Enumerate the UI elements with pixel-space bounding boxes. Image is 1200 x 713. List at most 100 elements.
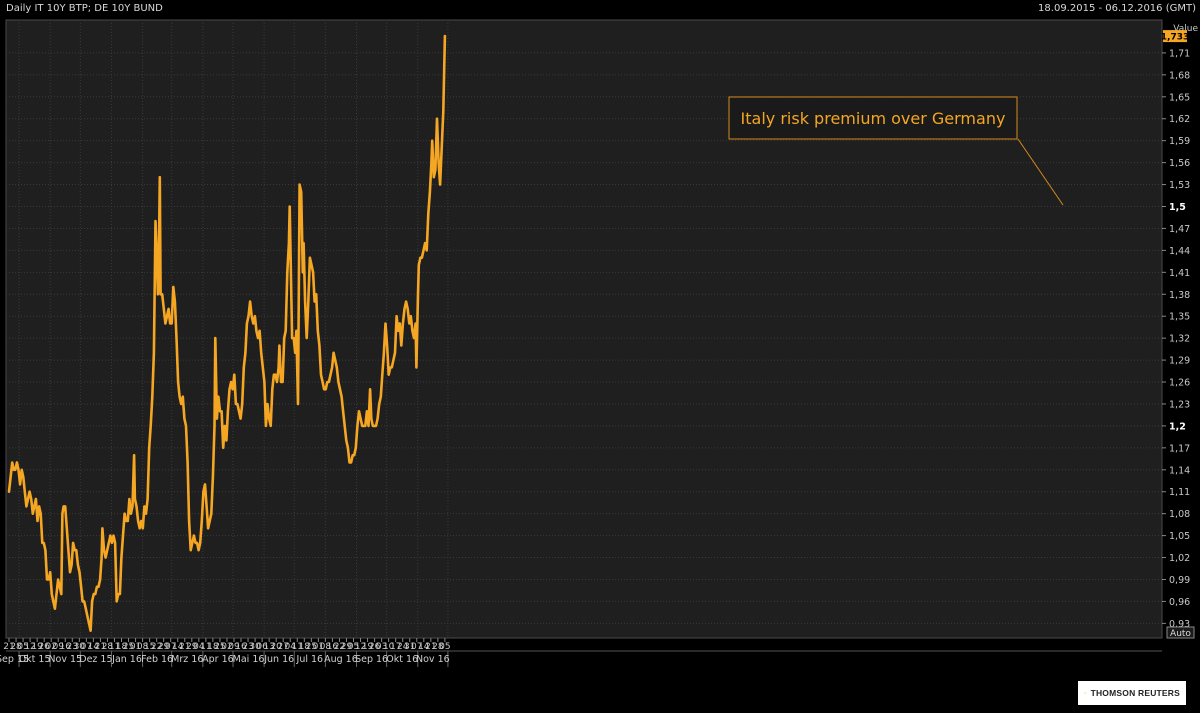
x-tick-label: 02 — [45, 642, 56, 652]
x-tick-label: 31 — [404, 642, 415, 652]
series-line — [7, 34, 447, 633]
month-label: Dez 15 — [79, 654, 112, 665]
x-tick-label: 25 — [123, 642, 134, 652]
x-tick-label: 05 — [17, 642, 28, 652]
y-tick-label: 1,56 — [1169, 158, 1190, 169]
x-tick-label: 16 — [327, 642, 339, 652]
last-value-label: 1,733 — [1161, 33, 1189, 43]
y-tick-label: 1,26 — [1169, 378, 1190, 389]
y-tick-label: 1,41 — [1169, 268, 1190, 279]
x-tick-label: 23 — [67, 642, 78, 652]
x-tick-label: 21 — [179, 642, 190, 652]
month-label: Jul 16 — [296, 654, 324, 665]
x-tick-label: 23 — [242, 642, 253, 652]
reuters-dots-icon — [1084, 691, 1087, 695]
month-label: Nov 16 — [416, 654, 450, 665]
x-tick-label: 18 — [207, 642, 219, 652]
x-tick-label: 14 — [418, 642, 430, 652]
line-chart: 0,93 0,96 0,99 1,02 1,05 1,08 1,11 1,14 1,17 1,2 1… — [0, 19, 1198, 667]
y-tick-label: 1,62 — [1169, 114, 1190, 125]
y-tick-label: 1,59 — [1169, 136, 1190, 147]
month-label: Okt 15 — [19, 654, 51, 665]
x-tick-label: 11 — [292, 642, 303, 652]
x-tick-label: 29 — [186, 642, 198, 652]
x-tick-label: 22 — [151, 642, 162, 652]
y-tick-label: 1,5 — [1169, 202, 1186, 213]
month-label: Feb 16 — [141, 654, 173, 665]
y-tick-label: 1,2 — [1169, 421, 1186, 432]
x-tick-label: 05 — [348, 642, 359, 652]
month-label: Aug 16 — [324, 654, 358, 665]
y-tick-label: 1,29 — [1169, 356, 1190, 367]
series-layer — [7, 34, 447, 633]
x-tick-label: 25 — [306, 642, 317, 652]
x-tick-label: 21 — [3, 642, 14, 652]
x-tick-label: 07 — [411, 642, 422, 652]
x-tick-label: 27 — [277, 642, 288, 652]
x-tick-label: 14 — [88, 642, 100, 652]
vertical-grid — [18, 20, 449, 638]
y-tick-label: 1,71 — [1169, 48, 1190, 59]
y-tick-label: 1,14 — [1169, 465, 1190, 476]
x-tick-label: 11 — [200, 642, 211, 652]
x-tick-label: 16 — [235, 642, 247, 652]
x-tick-label: 18 — [116, 642, 128, 652]
annotation-text: Italy risk premium over Germany — [741, 109, 1006, 128]
y-tick-label: 1,53 — [1169, 180, 1190, 191]
x-tick-label: 08 — [137, 642, 149, 652]
x-tick-label: 06 — [256, 642, 268, 652]
month-label: Jan 16 — [111, 654, 142, 665]
x-tick-label: 08 — [320, 642, 332, 652]
month-label: Mai 16 — [233, 654, 265, 665]
y-tick-label: 1,08 — [1169, 509, 1190, 520]
x-tick-label: 19 — [31, 642, 43, 652]
x-tick-label: 01 — [313, 642, 324, 652]
month-label: Mrz 16 — [171, 654, 203, 665]
date-range: 18.09.2015 - 06.12.2016 (GMT) — [1038, 3, 1196, 14]
x-tick-label: 16 — [60, 642, 72, 652]
annotation-box — [728, 96, 1018, 140]
x-tick-label: 22 — [334, 642, 345, 652]
x-tick-label: 17 — [390, 642, 401, 652]
x-tick-label: 29 — [158, 642, 170, 652]
month-label: Okt 16 — [386, 654, 418, 665]
y-tick-label: 1,05 — [1169, 531, 1190, 542]
x-tick-label: 25 — [214, 642, 225, 652]
annotation-leader — [1017, 138, 1064, 206]
month-label: Sep 16 — [355, 654, 388, 665]
auto-label: Auto — [1170, 629, 1191, 639]
x-tick-label: 29 — [341, 642, 353, 652]
last-value-badge — [1163, 30, 1187, 43]
y-tick-label: 1,44 — [1169, 246, 1190, 257]
horizontal-grid — [6, 52, 1162, 624]
x-tick-label: 21 — [425, 642, 436, 652]
x-tick-label: 30 — [74, 642, 86, 652]
x-tick-label: 30 — [249, 642, 261, 652]
x-tick-label: 01 — [130, 642, 141, 652]
y-tick-label: 1,47 — [1169, 224, 1190, 235]
x-tick-label: 12 — [355, 642, 366, 652]
x-tick-label: 05 — [439, 642, 450, 652]
y-tick-label: 1,38 — [1169, 290, 1190, 301]
x-tick-label: 13 — [263, 642, 274, 652]
x-tick-label: 19 — [362, 642, 374, 652]
x-tick-label: 04 — [285, 642, 297, 652]
x-tick-label: 07 — [81, 642, 92, 652]
y-axis-title: Value — [1173, 24, 1198, 34]
y-tick-label: 0,99 — [1169, 575, 1190, 586]
y-tick-label: 1,02 — [1169, 553, 1190, 564]
y-tick-label: 1,23 — [1169, 399, 1190, 410]
x-tick-label: 26 — [38, 642, 50, 652]
x-tick-label: 28 — [10, 642, 22, 652]
x-tick-label: 28 — [102, 642, 114, 652]
x-tick-label: 28 — [432, 642, 444, 652]
auto-scale-button — [1166, 626, 1195, 639]
x-tick-label: 18 — [299, 642, 311, 652]
month-label: Apr 16 — [202, 654, 234, 665]
y-tick-label: 1,68 — [1169, 70, 1190, 81]
x-tick-label: 26 — [369, 642, 381, 652]
month-label: Jun 16 — [263, 654, 294, 665]
x-tick-label: 09 — [52, 642, 64, 652]
month-label: Nov 15 — [48, 654, 82, 665]
x-tick-label: 21 — [95, 642, 106, 652]
